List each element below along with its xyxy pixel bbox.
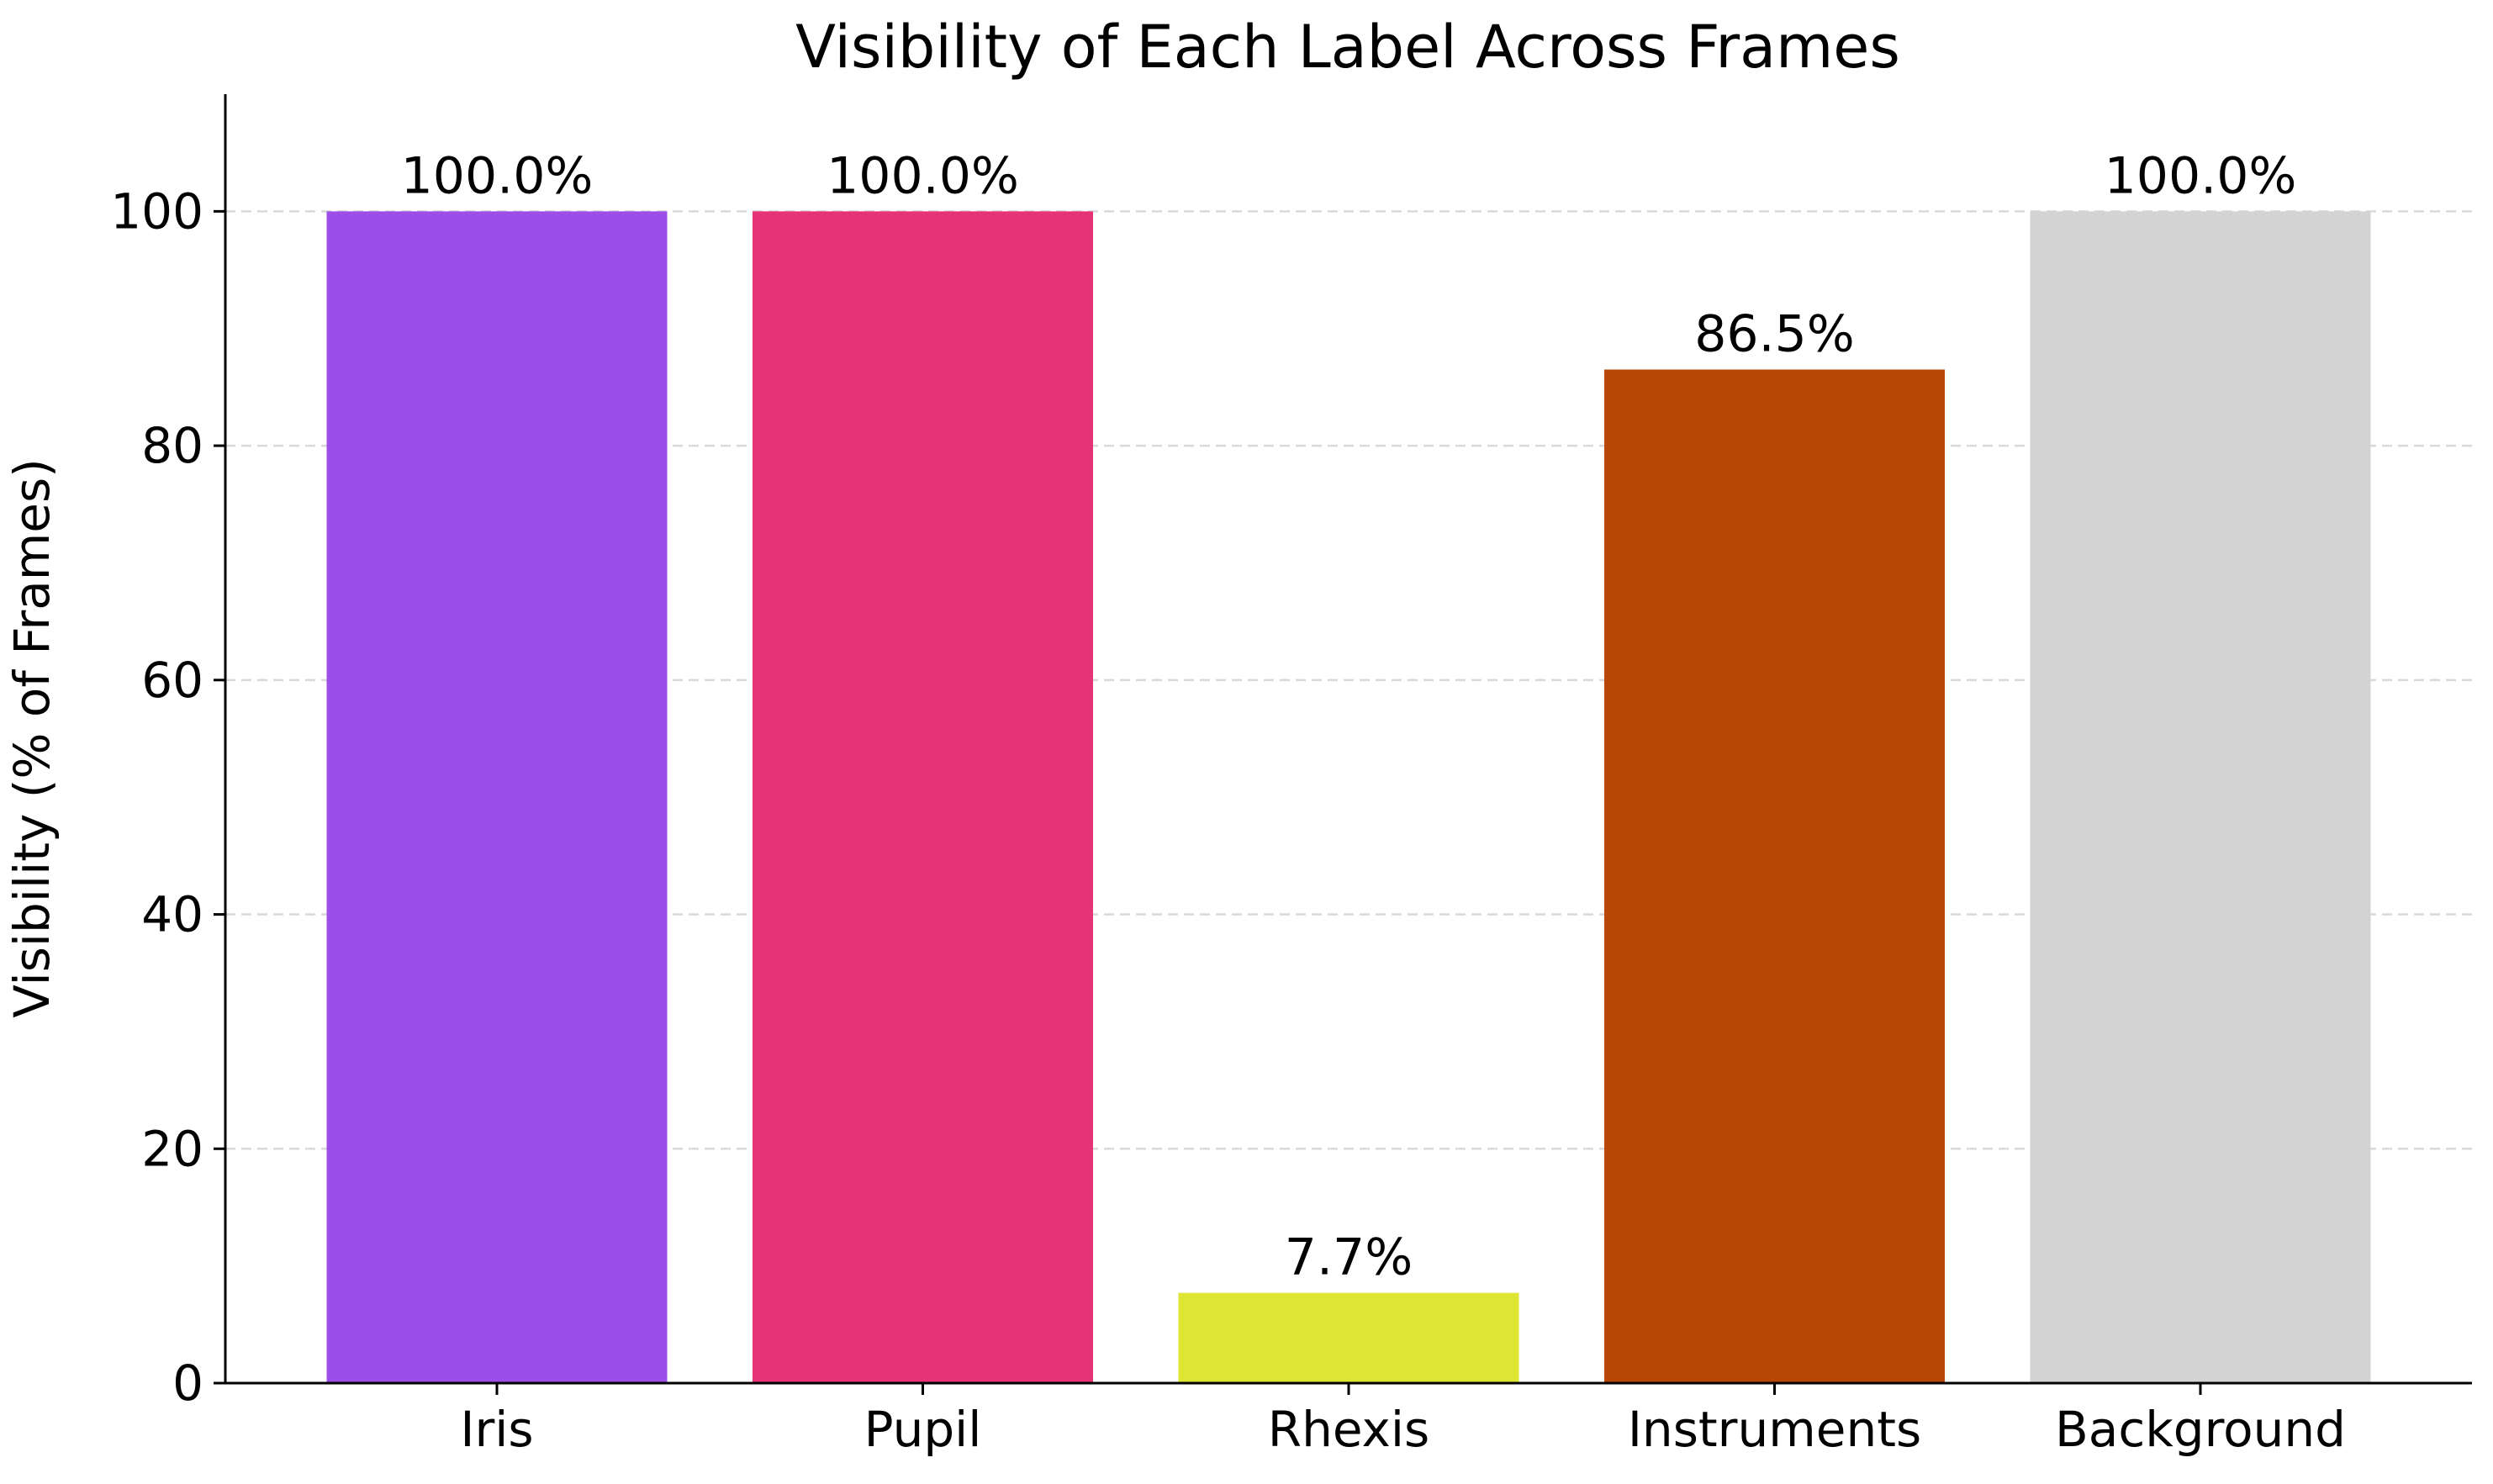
y-tick-label: 0 — [172, 1355, 203, 1412]
x-tick-label: Instruments — [1628, 1401, 1921, 1458]
bars — [326, 211, 2371, 1384]
data-labels: 100.0% 100.0% 7.7% 86.5% 100.0% — [401, 146, 2297, 1286]
x-tick-label: Rhexis — [1268, 1401, 1429, 1458]
y-axis-label: Visibility (% of Frames) — [3, 458, 61, 1018]
y-tick-label: 20 — [141, 1120, 203, 1177]
y-tick-label: 60 — [141, 652, 203, 709]
x-ticks: Iris Pupil Rhexis Instruments Background — [460, 1383, 2346, 1458]
chart-title: Visibility of Each Label Across Frames — [795, 13, 1900, 82]
y-tick-label: 80 — [141, 417, 203, 474]
bar-background — [2030, 211, 2371, 1383]
x-tick-label: Pupil — [864, 1401, 982, 1458]
data-label: 100.0% — [827, 146, 1019, 205]
y-tick-label: 40 — [141, 886, 203, 943]
y-ticks: 0 20 40 60 80 100 — [110, 182, 225, 1412]
x-tick-label: Background — [2055, 1401, 2346, 1458]
data-label: 86.5% — [1694, 305, 1855, 364]
data-label: 7.7% — [1285, 1228, 1413, 1287]
data-label: 100.0% — [401, 146, 594, 205]
x-tick-label: Iris — [460, 1401, 533, 1458]
data-label: 100.0% — [2105, 146, 2297, 205]
bar-instruments — [1604, 369, 1945, 1384]
bar-rhexis — [1178, 1292, 1519, 1383]
bar-pupil — [753, 211, 1093, 1383]
bar-iris — [326, 211, 668, 1383]
y-tick-label: 100 — [110, 182, 203, 240]
